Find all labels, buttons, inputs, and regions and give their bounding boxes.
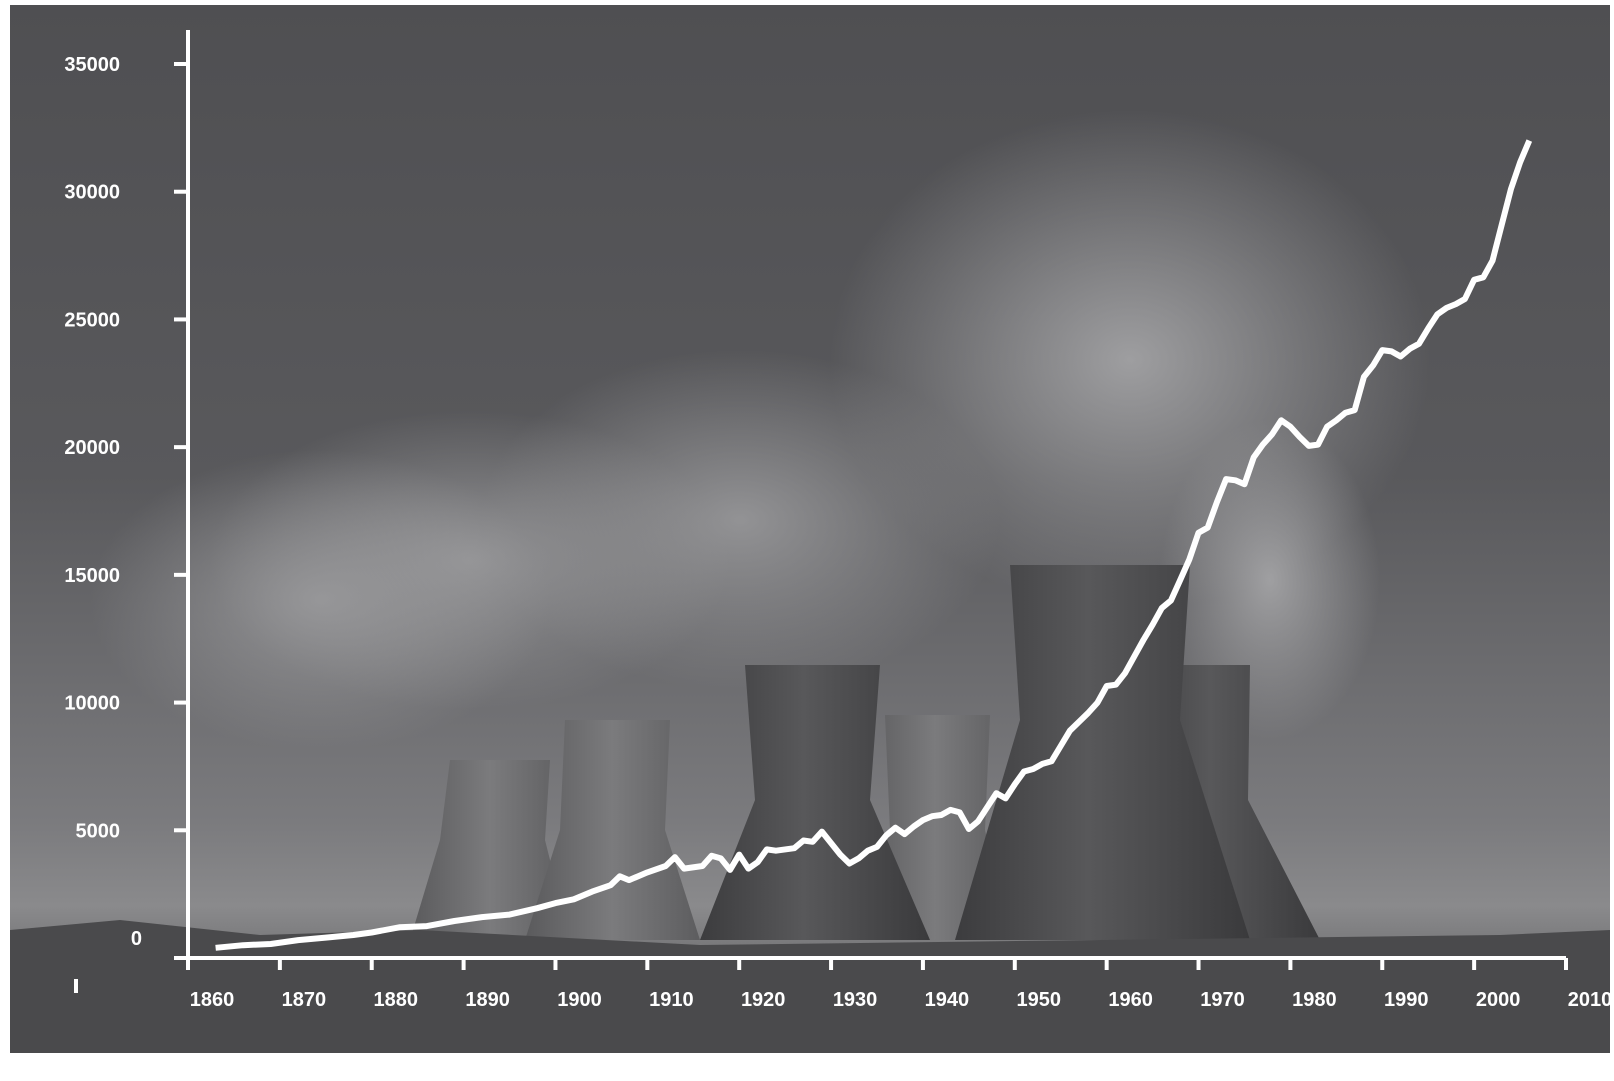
y-tick-label: 0 — [131, 928, 142, 950]
x-tick-label: 2000 — [1476, 989, 1521, 1011]
x-tick-label: 1870 — [282, 989, 327, 1011]
axis-mark — [74, 979, 78, 993]
x-tick-label: 1950 — [1017, 989, 1062, 1011]
series-group — [215, 139, 1533, 951]
x-tick-label: 1910 — [649, 989, 694, 1011]
x-tick-label: 1880 — [373, 989, 418, 1011]
x-tick-label: 1920 — [741, 989, 786, 1011]
series-line — [215, 139, 1533, 951]
y-tick-label: 5000 — [76, 820, 121, 842]
background-scene — [10, 110, 1610, 1053]
ground-horizon — [10, 920, 1610, 1053]
y-tick-label: 20000 — [64, 437, 120, 459]
y-tick-label: 10000 — [64, 693, 120, 715]
y-tick-label: 15000 — [64, 565, 120, 587]
axis-tick-labels: 1860 1870 1880 1890 1900 1910 1920 1930 1940 1950… — [64, 54, 1612, 1011]
x-tick-label: 1990 — [1384, 989, 1429, 1011]
x-tick-label: 1860 — [190, 989, 235, 1011]
cooling-tower — [525, 720, 700, 940]
cooling-tower — [955, 565, 1250, 940]
x-tick-label: 1980 — [1292, 989, 1337, 1011]
x-tick-label: 1900 — [557, 989, 602, 1011]
steam-plume — [90, 450, 550, 750]
x-tick-label: 1890 — [465, 989, 510, 1011]
x-tick-label: 1940 — [925, 989, 970, 1011]
y-tick-label: 35000 — [64, 54, 120, 76]
y-tick-label: 25000 — [64, 309, 120, 331]
y-tick-label: 30000 — [64, 182, 120, 204]
x-tick-label: 1930 — [833, 989, 878, 1011]
cooling-tower — [700, 665, 930, 940]
x-tick-label: 2010 — [1568, 989, 1613, 1011]
axis-ticks — [174, 62, 1568, 970]
cooling-tower — [410, 760, 570, 940]
x-tick-label: 1970 — [1200, 989, 1245, 1011]
x-tick-label: 1960 — [1108, 989, 1153, 1011]
